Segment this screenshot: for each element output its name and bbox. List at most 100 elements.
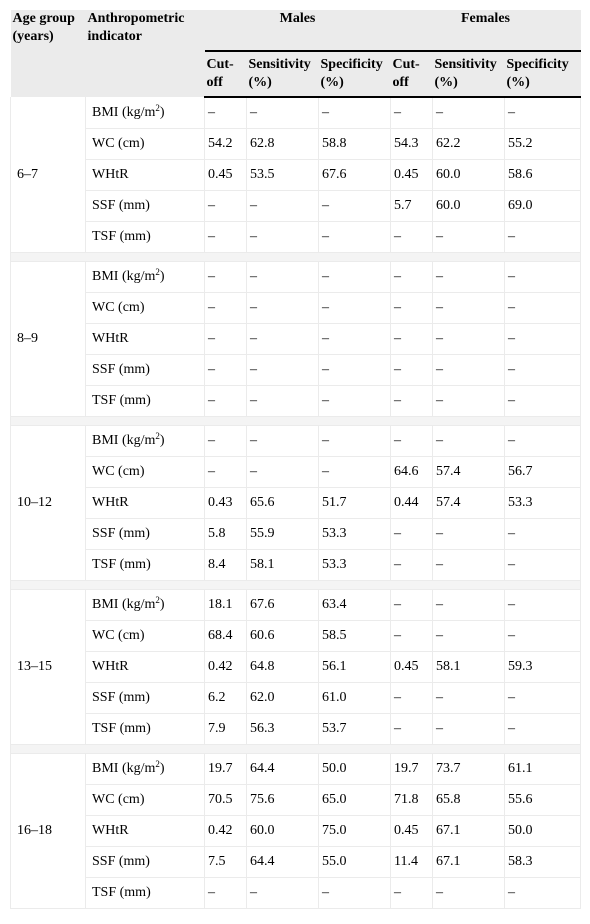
female-sensitivity-cell: – xyxy=(432,589,505,621)
female-sensitivity-cell: 57.4 xyxy=(432,456,505,488)
female-specificity-cell: – xyxy=(504,354,581,386)
male-cutoff-cell: 5.8 xyxy=(204,518,247,550)
group-spacer xyxy=(10,416,581,426)
indicator-label: WHtR xyxy=(92,167,129,182)
indicator-label: BMI (kg/m xyxy=(92,104,156,120)
female-cutoff-cell: 54.3 xyxy=(390,128,433,160)
female-cutoff-cell: 19.7 xyxy=(390,753,433,785)
female-specificity-cell: 61.1 xyxy=(504,753,581,785)
male-sensitivity-cell: 58.1 xyxy=(246,549,319,581)
male-cutoff-cell: 0.45 xyxy=(204,159,247,191)
male-specificity-cell: 67.6 xyxy=(318,159,391,191)
indicator-cell: WC (cm) xyxy=(85,456,205,488)
male-sensitivity-cell: – xyxy=(246,190,319,222)
table-row: WHtR 0.45 53.5 67.6 0.45 60.0 58.6 xyxy=(11,159,581,191)
table-row: 6–7 BMI (kg/m2) – – – – – – xyxy=(10,97,581,253)
header-age-group: Age group (years) xyxy=(10,10,86,97)
male-specificity-cell: 51.7 xyxy=(318,487,391,519)
male-sensitivity-cell: 62.0 xyxy=(246,682,319,714)
female-specificity-cell: 53.3 xyxy=(504,487,581,519)
female-cutoff-cell: 71.8 xyxy=(390,784,433,816)
indicator-suffix: ) xyxy=(159,761,165,776)
group-spacer xyxy=(10,744,581,754)
male-cutoff-cell: 0.43 xyxy=(204,487,247,519)
male-cutoff-cell: 68.4 xyxy=(204,620,247,652)
indicator-cell: WC (cm) xyxy=(85,128,205,160)
male-specificity-cell: – xyxy=(318,877,391,909)
female-cutoff-cell: 0.45 xyxy=(390,159,433,191)
male-sensitivity-cell: – xyxy=(246,292,319,324)
indicator-label: WC (cm) xyxy=(92,464,145,479)
female-specificity-cell: 59.3 xyxy=(504,651,581,683)
male-specificity-cell: 50.0 xyxy=(318,753,391,785)
indicator-cell: BMI (kg/m2) xyxy=(85,425,205,457)
female-sensitivity-cell: 67.1 xyxy=(432,846,505,878)
indicator-suffix: ) xyxy=(159,269,165,284)
table-row: 13–15 BMI (kg/m2) 18.1 67.6 63.4– – – xyxy=(10,589,581,745)
indicator-label: BMI (kg/m xyxy=(92,269,156,284)
indicator-cell: TSF (mm) xyxy=(85,221,205,253)
male-sensitivity-cell: 64.8 xyxy=(246,651,319,683)
male-cutoff-cell: – xyxy=(204,385,247,417)
male-specificity-cell: – xyxy=(318,354,391,386)
table-row: SSF (mm) – – – – – – xyxy=(11,354,581,386)
indicator-label: TSF (mm) xyxy=(92,721,151,736)
male-cutoff-cell: 0.42 xyxy=(204,651,247,683)
indicator-label: WC (cm) xyxy=(92,136,145,151)
female-cutoff-cell: – xyxy=(390,97,433,129)
indicator-superscript: 2 xyxy=(155,595,160,605)
female-specificity-cell: – xyxy=(504,385,581,417)
female-specificity-cell: – xyxy=(504,425,581,457)
indicator-label: BMI (kg/m xyxy=(92,597,156,612)
table-row: WHtR 0.43 65.6 51.7 0.44 57.4 53.3 xyxy=(11,487,581,519)
female-cutoff-cell: – xyxy=(390,589,433,621)
table-row: WC (cm) 70.5 75.6 65.0 71.8 65.8 55.6 xyxy=(11,784,581,816)
male-specificity-cell: 63.4 xyxy=(318,589,391,621)
male-sensitivity-cell: 60.6 xyxy=(246,620,319,652)
indicator-label: WC (cm) xyxy=(92,628,145,643)
male-cutoff-cell: – xyxy=(204,221,247,253)
table-row: 10–12 BMI (kg/m2) – – – – – – xyxy=(10,425,581,581)
male-sensitivity-cell: – xyxy=(246,323,319,355)
female-cutoff-cell: – xyxy=(390,221,433,253)
indicator-cell: BMI (kg/m2) xyxy=(85,97,205,129)
female-cutoff-cell: 0.45 xyxy=(390,815,433,847)
male-sensitivity-cell: 64.4 xyxy=(246,846,319,878)
table-row: 8–9 BMI (kg/m2) – – – – – – xyxy=(10,261,581,417)
table-row: WC (cm) – – – – – – xyxy=(11,292,581,324)
indicator-cell: WHtR xyxy=(85,159,205,191)
indicator-label: TSF (mm) xyxy=(92,393,151,408)
female-cutoff-cell: 5.7 xyxy=(390,190,433,222)
male-cutoff-cell: – xyxy=(204,425,247,457)
female-sensitivity-cell: – xyxy=(432,354,505,386)
table-row: SSF (mm) 5.8 55.9 53.3– – – xyxy=(11,518,581,550)
male-specificity-cell: – xyxy=(318,456,391,488)
indicator-cell: TSF (mm) xyxy=(85,385,205,417)
male-sensitivity-cell: 64.4 xyxy=(246,753,319,785)
female-sensitivity-cell: 62.2 xyxy=(432,128,505,160)
table-row: TSF (mm) 7.9 56.3 53.7– – – xyxy=(11,713,581,745)
indicator-cell: BMI (kg/m2) xyxy=(85,753,205,785)
male-specificity-cell: 58.5 xyxy=(318,620,391,652)
female-cutoff-cell: 11.4 xyxy=(390,846,433,878)
female-cutoff-cell: – xyxy=(390,620,433,652)
indicator-cell: WC (cm) xyxy=(85,784,205,816)
male-specificity-cell: – xyxy=(318,221,391,253)
male-sensitivity-cell: – xyxy=(246,385,319,417)
male-sensitivity-cell: 53.5 xyxy=(246,159,319,191)
group-spacer xyxy=(10,252,581,262)
male-sensitivity-cell: 75.6 xyxy=(246,784,319,816)
indicator-cell: SSF (mm) xyxy=(85,846,205,878)
indicator-label: BMI (kg/m xyxy=(92,433,156,448)
male-specificity-cell: 53.3 xyxy=(318,549,391,581)
male-specificity-cell: – xyxy=(318,97,391,129)
female-sensitivity-cell: – xyxy=(432,221,505,253)
male-sensitivity-cell: – xyxy=(246,261,319,293)
table-row: SSF (mm) 6.2 62.0 61.0– – – xyxy=(11,682,581,714)
age-group-cell: 13–15 xyxy=(10,589,86,745)
female-cutoff-cell: 0.45 xyxy=(390,651,433,683)
table-row: 16–18 BMI (kg/m2) 19.7 64.4 50.0 19.7 73.7 61.1 xyxy=(10,753,581,909)
table-row: TSF (mm) 8.4 58.1 53.3– – – xyxy=(11,549,581,581)
indicator-suffix: ) xyxy=(159,597,165,612)
